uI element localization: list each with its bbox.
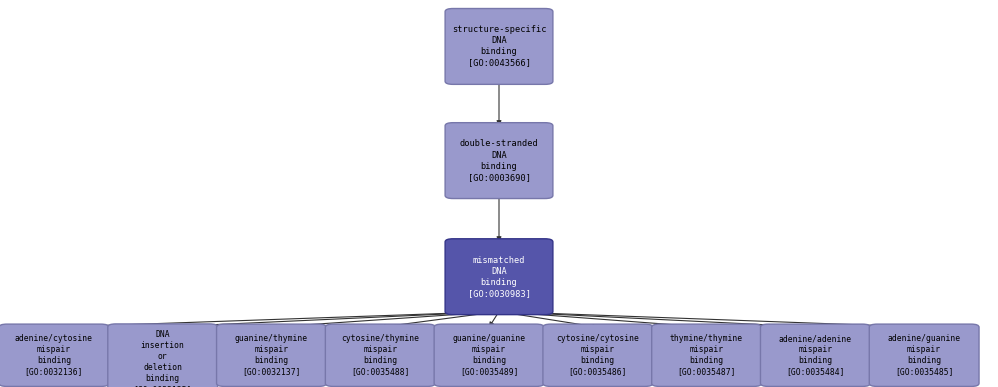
Text: guanine/guanine
mispair
binding
[GO:0035489]: guanine/guanine mispair binding [GO:0035… [452,334,526,377]
FancyBboxPatch shape [652,324,761,386]
Text: DNA
insertion
or
deletion
binding
[GO:0032135]: DNA insertion or deletion binding [GO:00… [134,330,192,387]
Text: guanine/thymine
mispair
binding
[GO:0032137]: guanine/thymine mispair binding [GO:0032… [235,334,308,377]
FancyBboxPatch shape [434,324,544,386]
Text: adenine/cytosine
mispair
binding
[GO:0032136]: adenine/cytosine mispair binding [GO:003… [15,334,93,377]
FancyBboxPatch shape [760,324,870,386]
FancyBboxPatch shape [445,123,553,199]
FancyBboxPatch shape [445,9,553,84]
Text: adenine/adenine
mispair
binding
[GO:0035484]: adenine/adenine mispair binding [GO:0035… [778,334,852,377]
Text: cytosine/cytosine
mispair
binding
[GO:0035486]: cytosine/cytosine mispair binding [GO:00… [556,334,640,377]
FancyBboxPatch shape [543,324,653,386]
Text: adenine/guanine
mispair
binding
[GO:0035485]: adenine/guanine mispair binding [GO:0035… [887,334,961,377]
FancyBboxPatch shape [325,324,435,386]
FancyBboxPatch shape [108,324,218,387]
FancyBboxPatch shape [0,324,109,386]
FancyBboxPatch shape [445,239,553,315]
Text: cytosine/thymine
mispair
binding
[GO:0035488]: cytosine/thymine mispair binding [GO:003… [341,334,419,377]
FancyBboxPatch shape [217,324,326,386]
Text: mismatched
DNA
binding
[GO:0030983]: mismatched DNA binding [GO:0030983] [467,255,531,298]
FancyBboxPatch shape [869,324,979,386]
Text: thymine/thymine
mispair
binding
[GO:0035487]: thymine/thymine mispair binding [GO:0035… [670,334,744,377]
Text: double-stranded
DNA
binding
[GO:0003690]: double-stranded DNA binding [GO:0003690] [460,139,538,182]
Text: structure-specific
DNA
binding
[GO:0043566]: structure-specific DNA binding [GO:00435… [452,25,546,68]
